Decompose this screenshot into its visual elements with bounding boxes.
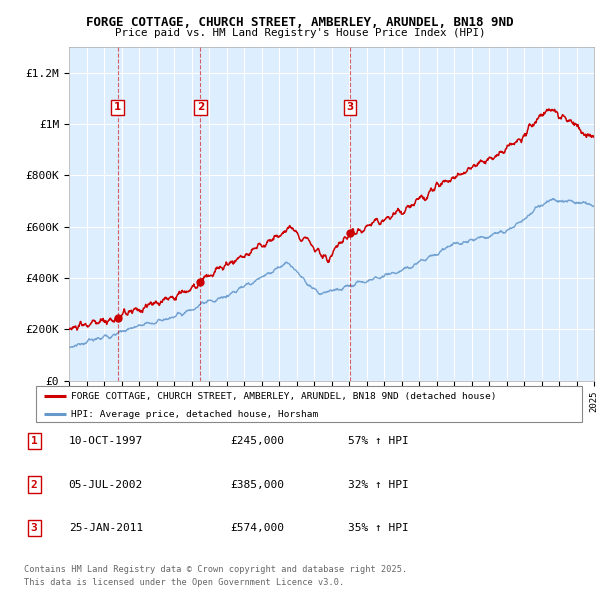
Text: This data is licensed under the Open Government Licence v3.0.: This data is licensed under the Open Gov…: [24, 578, 344, 587]
Text: 3: 3: [31, 523, 37, 533]
Text: 05-JUL-2002: 05-JUL-2002: [68, 480, 143, 490]
Text: 1: 1: [114, 102, 121, 112]
Text: FORGE COTTAGE, CHURCH STREET, AMBERLEY, ARUNDEL, BN18 9ND (detached house): FORGE COTTAGE, CHURCH STREET, AMBERLEY, …: [71, 392, 497, 401]
Text: Contains HM Land Registry data © Crown copyright and database right 2025.: Contains HM Land Registry data © Crown c…: [24, 565, 407, 574]
Text: 35% ↑ HPI: 35% ↑ HPI: [347, 523, 409, 533]
Text: 32% ↑ HPI: 32% ↑ HPI: [347, 480, 409, 490]
Text: 57% ↑ HPI: 57% ↑ HPI: [347, 436, 409, 445]
Text: 25-JAN-2011: 25-JAN-2011: [68, 523, 143, 533]
Text: HPI: Average price, detached house, Horsham: HPI: Average price, detached house, Hors…: [71, 409, 319, 418]
Text: FORGE COTTAGE, CHURCH STREET, AMBERLEY, ARUNDEL, BN18 9ND: FORGE COTTAGE, CHURCH STREET, AMBERLEY, …: [86, 16, 514, 29]
Text: 3: 3: [347, 102, 354, 112]
Text: Price paid vs. HM Land Registry's House Price Index (HPI): Price paid vs. HM Land Registry's House …: [115, 28, 485, 38]
Text: £574,000: £574,000: [230, 523, 284, 533]
Text: £245,000: £245,000: [230, 436, 284, 445]
Text: 2: 2: [197, 102, 204, 112]
Text: 10-OCT-1997: 10-OCT-1997: [68, 436, 143, 445]
Text: £385,000: £385,000: [230, 480, 284, 490]
Text: 2: 2: [31, 480, 37, 490]
Text: 1: 1: [31, 436, 37, 445]
FancyBboxPatch shape: [36, 386, 582, 422]
